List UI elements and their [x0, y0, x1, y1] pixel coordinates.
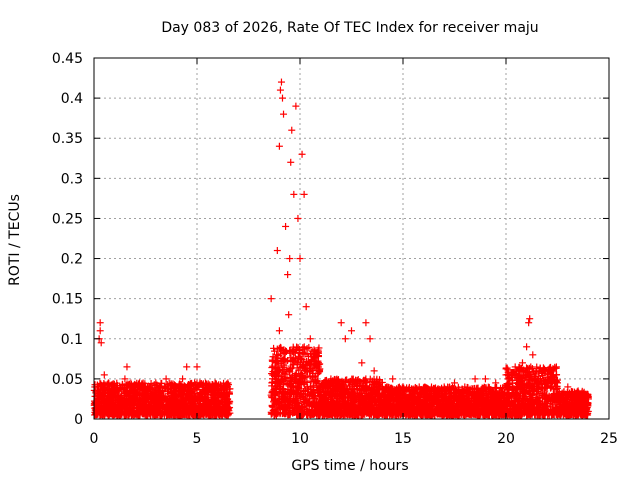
grid-lines — [94, 58, 609, 419]
data-points — [90, 78, 592, 419]
